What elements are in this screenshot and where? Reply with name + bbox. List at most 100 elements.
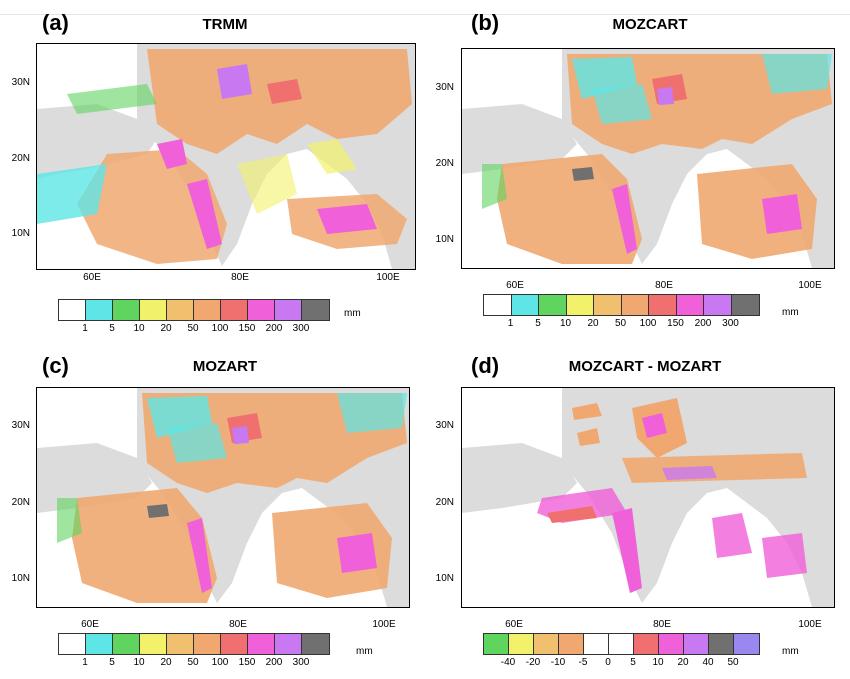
colorbar-swatch [566,295,594,315]
colorbar-tick-label: 100 [211,323,229,334]
colorbar-swatch [59,300,86,320]
panel-d-lon-100e: 100E [798,619,822,630]
colorbar-swatch [609,634,634,654]
colorbar-swatch [634,634,659,654]
colorbar-tick-label: 50 [187,657,199,668]
panel-a-lon-80e: 80E [231,272,249,283]
colorbar-tick-label: 100 [211,657,229,668]
panel-c-map-graphic [37,388,409,607]
colorbar-swatch [684,634,709,654]
colorbar-tick-label: 200 [265,657,283,668]
panel-a-colorbar-units: mm [344,308,361,319]
colorbar-tick-label: 150 [667,318,684,329]
colorbar-tick-label: 50 [614,318,627,329]
colorbar-swatch [584,634,609,654]
colorbar-swatch [167,634,194,654]
colorbar-swatch [140,300,167,320]
colorbar-swatch [484,295,512,315]
colorbar-tick-label: 20 [160,657,172,668]
colorbar-swatch [676,295,704,315]
colorbar-tick-label: 50 [727,657,739,668]
colorbar-swatch [248,300,275,320]
colorbar-tick-label: 300 [292,323,310,334]
colorbar-tick-label: 200 [265,323,283,334]
colorbar-swatch [86,300,113,320]
colorbar-swatch [484,634,509,654]
panel-c-map [36,387,410,608]
colorbar-swatch [194,300,221,320]
colorbar-tick-label: 300 [722,318,739,329]
panel-a-colorbar [58,299,330,321]
colorbar-tick-label: -10 [550,657,566,668]
colorbar-tick-label: -5 [578,657,588,668]
panel-c-colorbar [58,633,330,655]
panel-b-map [461,48,835,269]
colorbar-swatch [509,634,534,654]
colorbar-swatch [59,634,86,654]
panel-d-lat-30n: 30N [435,420,454,431]
panel-d-letter: (d) [471,353,500,378]
colorbar-swatch [221,300,248,320]
panel-d-title: MOZCART - MOZART [568,358,722,375]
colorbar-tick-label: 5 [109,657,115,668]
panel-c-lat-30n: 30N [11,420,30,431]
colorbar-tick-label: -20 [525,657,541,668]
colorbar-swatch [194,634,221,654]
colorbar-swatch [275,634,302,654]
top-divider-line [0,14,850,15]
colorbar-swatch [113,634,140,654]
panel-b-letter: (b) [471,10,500,35]
panel-c-lon-80e: 80E [229,619,247,630]
panel-b-lon-60e: 60E [506,280,524,291]
colorbar-tick-label: 1 [82,323,88,334]
panel-c-title: MOZART [192,358,258,375]
colorbar-swatch [659,634,684,654]
panel-b-lat-30n: 30N [435,82,454,93]
panel-b-colorbar-units: mm [782,307,799,318]
panel-a-lon-100e: 100E [376,272,400,283]
panel-d-lat-10n: 10N [435,573,454,584]
colorbar-tick-label: 10 [133,323,145,334]
panel-b-lon-100e: 100E [798,280,822,291]
panel-c-lon-100e: 100E [372,619,396,630]
colorbar-tick-label: 20 [587,318,599,329]
panel-c-colorbar-units: mm [356,646,373,657]
colorbar-swatch [539,295,567,315]
colorbar-swatch [594,295,622,315]
colorbar-tick-label: 20 [677,657,689,668]
colorbar-swatch [704,295,732,315]
colorbar-swatch [113,300,140,320]
panel-b-lat-10n: 10N [435,234,454,245]
colorbar-tick-label: 10 [652,657,664,668]
colorbar-tick-label: 40 [702,657,714,668]
panel-c-lon-60e: 60E [81,619,99,630]
colorbar-swatch [731,295,759,315]
colorbar-swatch [248,634,275,654]
colorbar-swatch [621,295,649,315]
panel-d-colorbar [483,633,760,655]
panel-b-lat-20n: 20N [435,158,454,169]
panel-c-lat-20n: 20N [11,497,30,508]
colorbar-swatch [534,634,559,654]
panel-a-title: TRMM [202,16,248,33]
colorbar-swatch [559,634,584,654]
panel-b-colorbar [483,294,760,316]
panel-d-map-graphic [462,388,834,607]
panel-d-lon-60e: 60E [505,619,523,630]
colorbar-swatch [167,300,194,320]
panel-b-lon-80e: 80E [655,280,673,291]
colorbar-tick-label: 10 [559,318,572,329]
colorbar-tick-label: 0 [605,657,611,668]
colorbar-swatch [221,634,248,654]
panel-b-map-graphic [462,49,834,268]
colorbar-tick-label: 50 [187,323,199,334]
panel-b-title: MOZCART [612,16,688,33]
colorbar-swatch [302,300,329,320]
colorbar-swatch [86,634,113,654]
panel-a-lat-20n: 20N [11,153,30,164]
colorbar-tick-label: 5 [535,318,541,329]
colorbar-swatch [140,634,167,654]
panel-a-lon-60e: 60E [83,272,101,283]
panel-c-lat-10n: 10N [11,573,30,584]
colorbar-swatch [734,634,759,654]
